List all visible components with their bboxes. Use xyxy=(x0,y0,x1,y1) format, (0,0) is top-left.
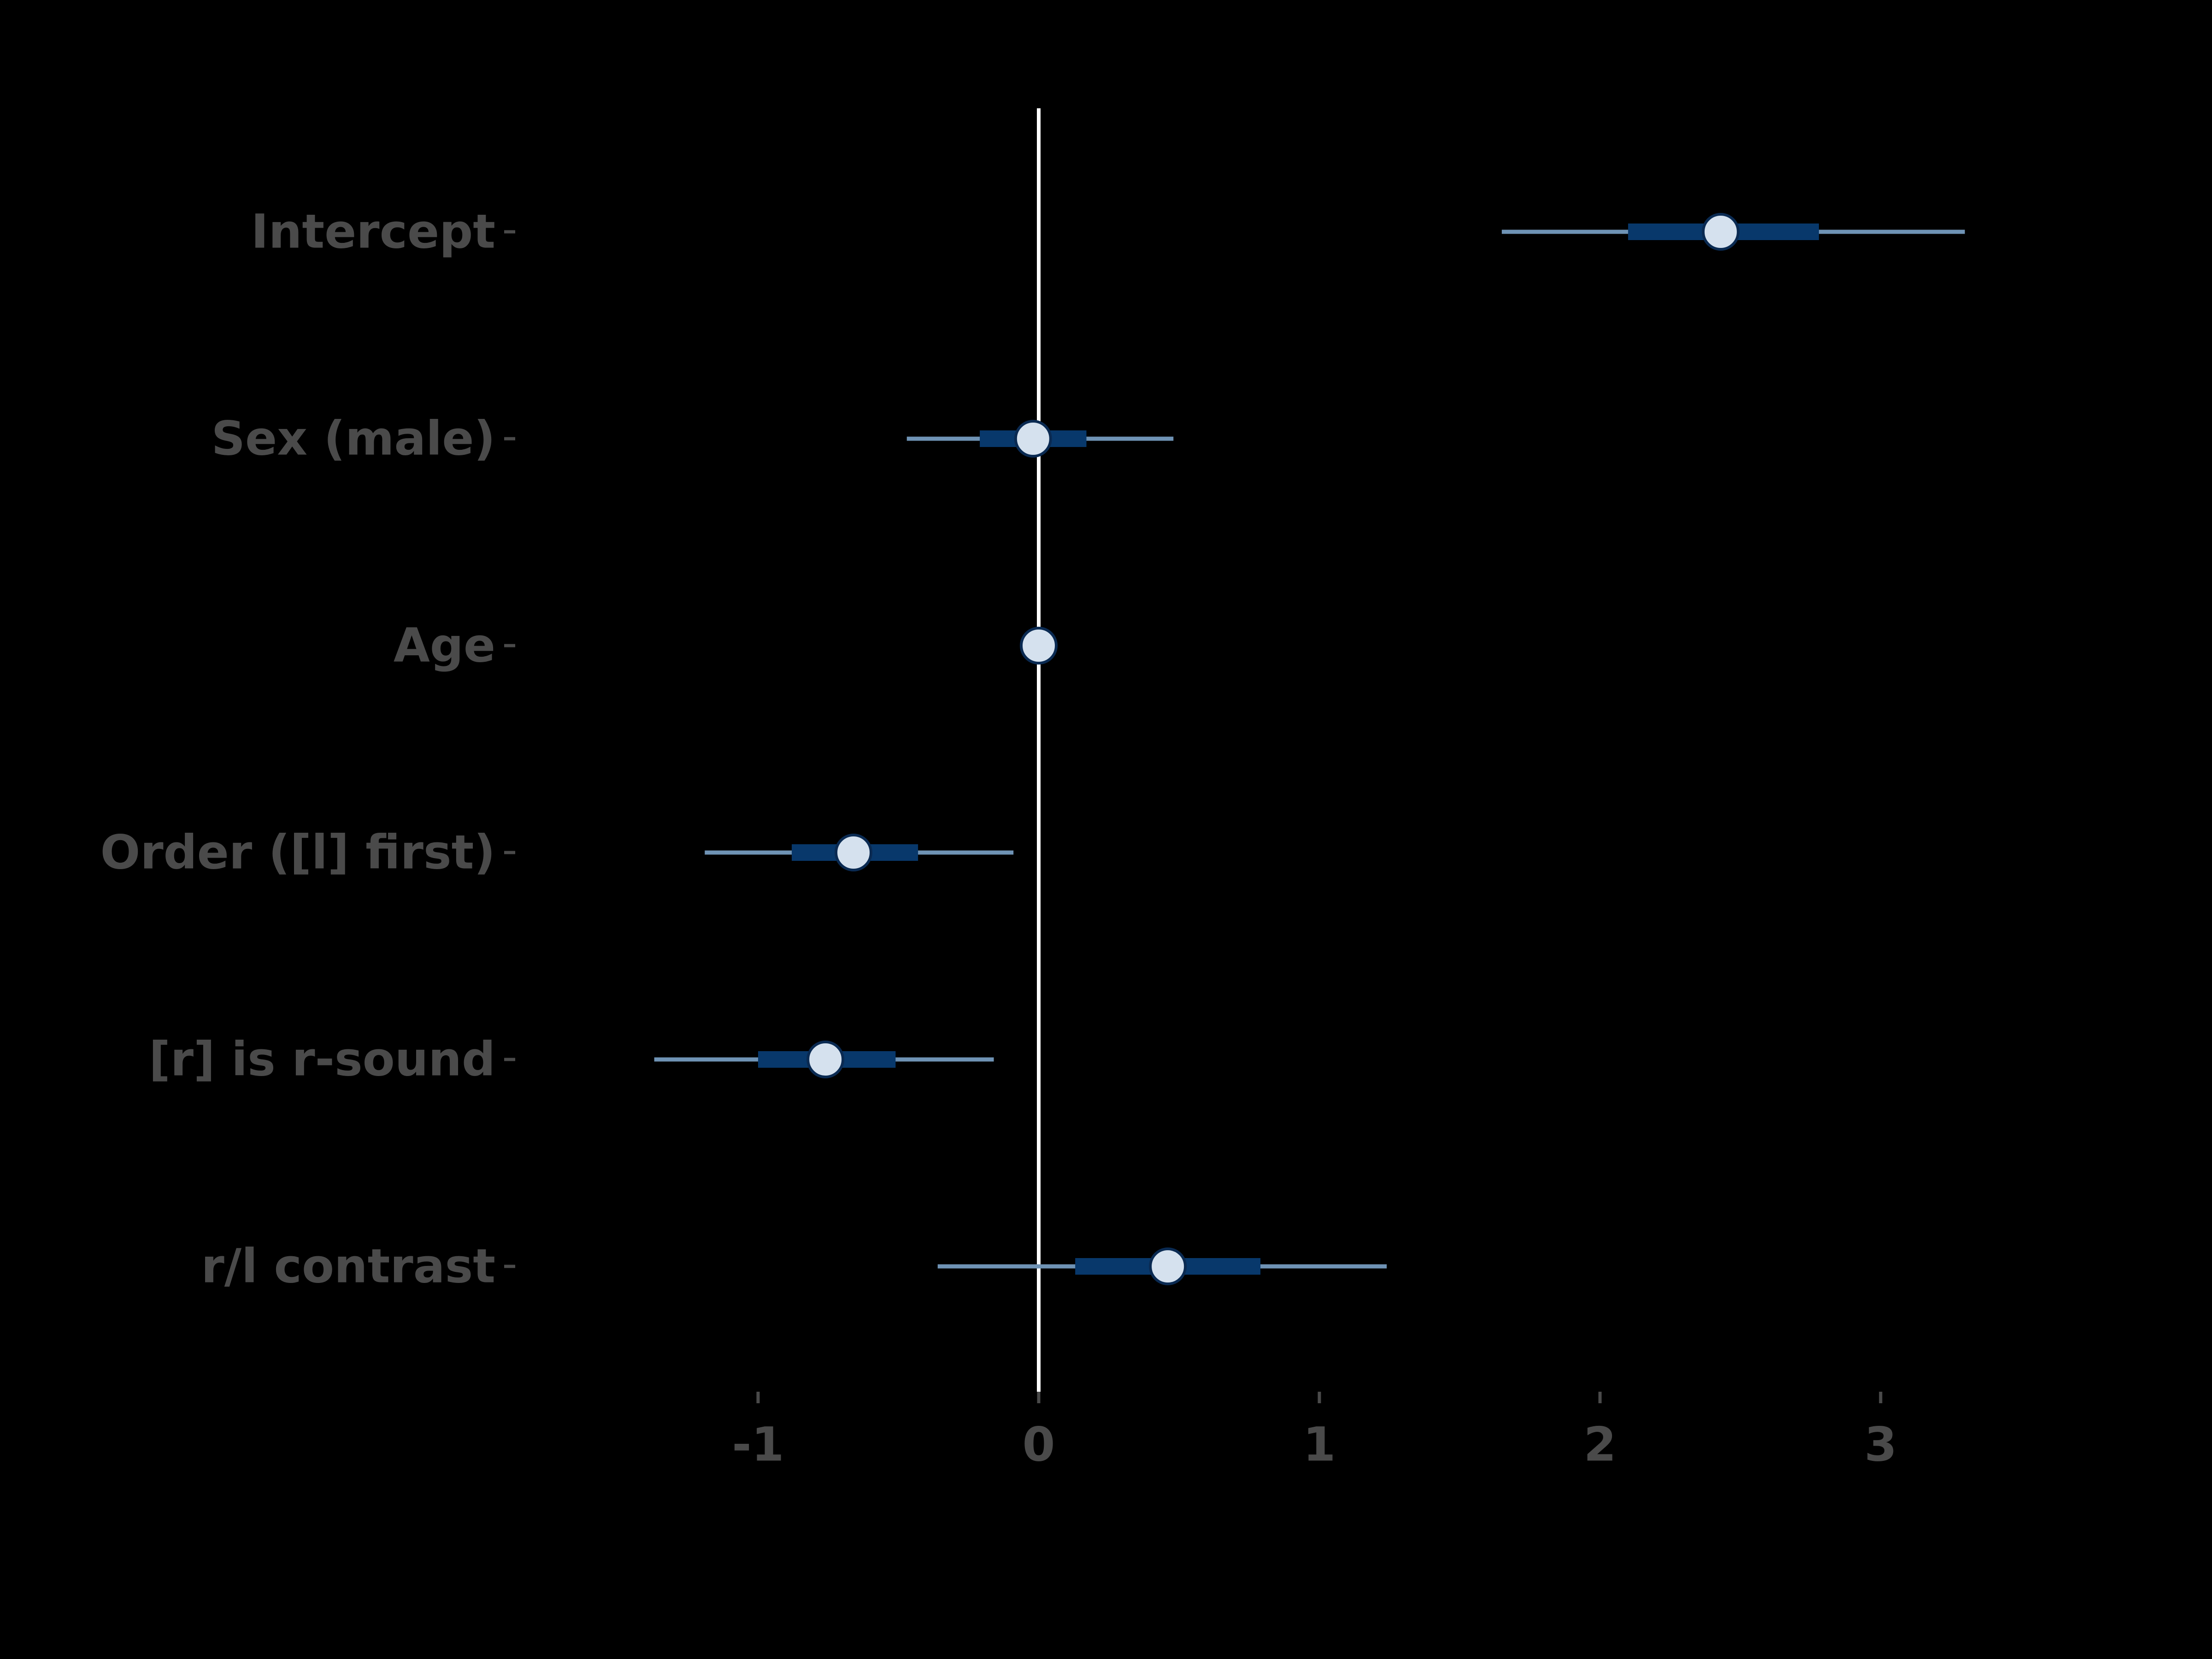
x-tick-label: 1 xyxy=(1303,1418,1336,1472)
y-label-age: Age xyxy=(394,618,495,673)
outer-interval-layer xyxy=(654,229,1965,1269)
y-label-sex-male: Sex (male) xyxy=(212,412,495,466)
x-axis: -1 0 1 2 3 xyxy=(732,1392,1897,1472)
point-estimate-sex-male xyxy=(1014,420,1052,458)
point-estimate-r-is-r-sound xyxy=(806,1041,845,1078)
point-estimate-age xyxy=(1020,627,1058,665)
y-label-r-l-contrast: r/l contrast xyxy=(201,1239,495,1294)
point-estimate-layer xyxy=(806,213,1740,1285)
x-tick-label: 3 xyxy=(1865,1418,1897,1472)
x-tick-label: 0 xyxy=(1023,1418,1055,1472)
point-estimate-intercept xyxy=(1701,213,1740,251)
y-label-intercept: Intercept xyxy=(251,205,495,259)
y-label-r-is-r-sound: [r] is r-sound xyxy=(149,1032,495,1087)
point-estimate-r-l-contrast xyxy=(1149,1247,1187,1285)
point-estimate-order-l-first xyxy=(835,834,873,871)
x-tick-label: -1 xyxy=(732,1418,784,1472)
y-label-order-l-first: Order ([l] first) xyxy=(100,825,495,880)
y-axis-labels: Intercept Sex (male) Age Order ([l] first) [… xyxy=(100,205,515,1294)
x-tick-label: 2 xyxy=(1584,1418,1617,1472)
inner-interval-layer xyxy=(758,224,1819,1275)
